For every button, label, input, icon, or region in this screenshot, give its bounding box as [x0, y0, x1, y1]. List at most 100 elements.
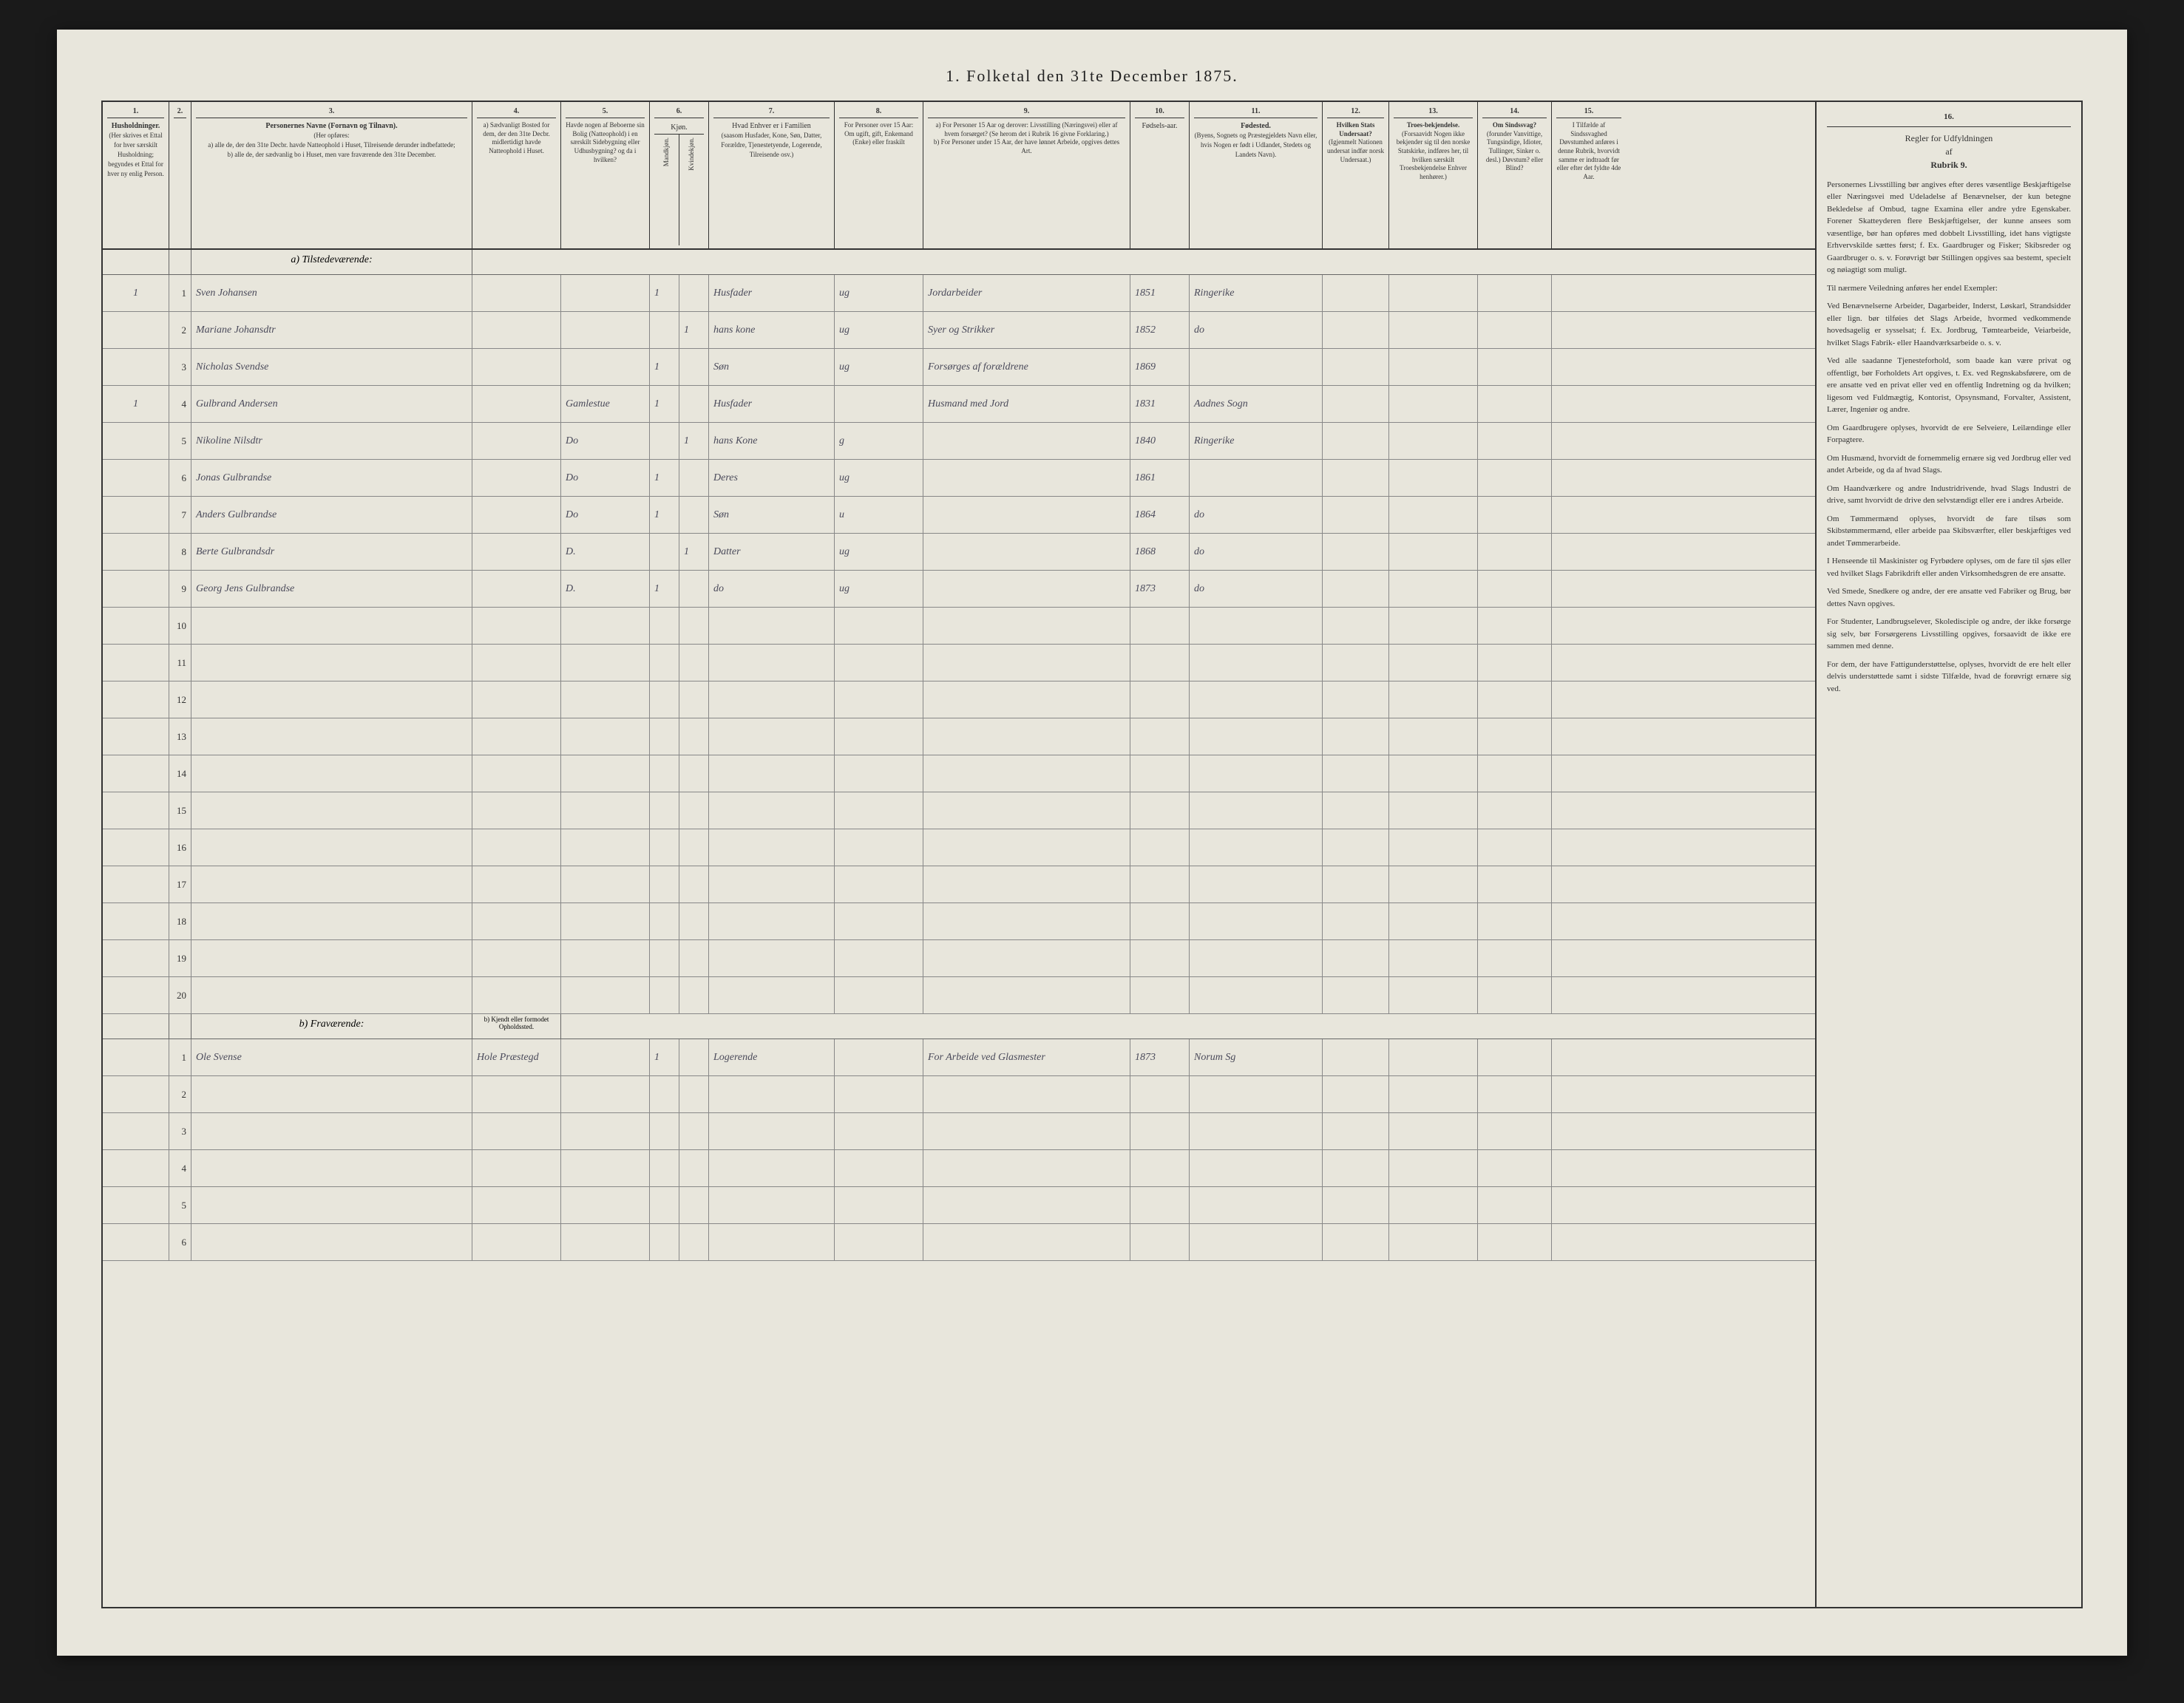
cell-birthyear	[1130, 866, 1190, 903]
cell-birthplace	[1190, 829, 1323, 866]
cell-name	[191, 1224, 472, 1260]
rules-paragraph: Ved Smede, Snedkere og andre, der ere an…	[1827, 585, 2071, 610]
cell-sex-f	[679, 1039, 709, 1075]
cell-disability	[1478, 534, 1552, 570]
cell-disability	[1478, 497, 1552, 533]
cell-disability-age	[1552, 312, 1626, 348]
cell-nationality	[1323, 977, 1389, 1013]
cell-residence	[472, 571, 561, 607]
cell-sex-m: 1	[650, 349, 679, 385]
cell-disability	[1478, 866, 1552, 903]
cell-name: Nicholas Svendse	[191, 349, 472, 385]
cell-occupation	[923, 460, 1130, 496]
cell-occupation	[923, 940, 1130, 976]
cell-sex-f	[679, 866, 709, 903]
cell-residence	[472, 275, 561, 311]
cell-rownum: 1	[169, 1039, 191, 1075]
cell-household	[103, 571, 169, 607]
col-11-header: 11. Fødested. (Byens, Sognets og Præsteg…	[1190, 102, 1323, 248]
cell-rownum: 3	[169, 1113, 191, 1149]
cell-family-role	[709, 829, 835, 866]
cell-family-role: Husfader	[709, 275, 835, 311]
cell-nationality	[1323, 534, 1389, 570]
cell-birthplace	[1190, 866, 1323, 903]
cell-sex-m	[650, 1224, 679, 1260]
cell-birthyear	[1130, 645, 1190, 681]
census-page: 1. Folketal den 31te December 1875. 1. H…	[57, 30, 2127, 1656]
cell-sex-f	[679, 903, 709, 939]
cell-rownum: 12	[169, 681, 191, 718]
cell-sex-f	[679, 792, 709, 829]
table-row: 10	[103, 608, 1815, 645]
cell-sex-m	[650, 1113, 679, 1149]
cell-name	[191, 792, 472, 829]
table-row: 8Berte GulbrandsdrD.1Datterug1868do	[103, 534, 1815, 571]
cell-household: 1	[103, 275, 169, 311]
cell-disability	[1478, 645, 1552, 681]
cell-birthyear	[1130, 829, 1190, 866]
cell-name	[191, 940, 472, 976]
table-row: 18	[103, 903, 1815, 940]
cell-household	[103, 1113, 169, 1149]
cell-building	[561, 645, 650, 681]
cell-birthyear	[1130, 1150, 1190, 1186]
cell-sex-m: 1	[650, 571, 679, 607]
cell-religion	[1389, 571, 1478, 607]
cell-birthplace: do	[1190, 571, 1323, 607]
cell-religion	[1389, 866, 1478, 903]
cell-sex-m: 1	[650, 1039, 679, 1075]
cell-sex-m: 1	[650, 275, 679, 311]
cell-disability	[1478, 977, 1552, 1013]
cell-occupation	[923, 718, 1130, 755]
cell-sex-f	[679, 829, 709, 866]
table-row: 9Georg Jens GulbrandseD.1doug1873do	[103, 571, 1815, 608]
cell-religion	[1389, 349, 1478, 385]
table-row: 7Anders GulbrandseDo1Sønu1864do	[103, 497, 1815, 534]
cell-name	[191, 1150, 472, 1186]
cell-occupation	[923, 977, 1130, 1013]
cell-residence	[472, 349, 561, 385]
col-15-header: 15. I Tilfælde af Sindssvaghed Døvstumhe…	[1552, 102, 1626, 248]
cell-household	[103, 312, 169, 348]
cell-rownum: 19	[169, 940, 191, 976]
cell-occupation: For Arbeide ved Glasmester	[923, 1039, 1130, 1075]
cell-birthyear: 1868	[1130, 534, 1190, 570]
cell-residence	[472, 460, 561, 496]
cell-occupation	[923, 534, 1130, 570]
cell-household	[103, 977, 169, 1013]
cell-rownum: 6	[169, 460, 191, 496]
cell-marital	[835, 1076, 923, 1112]
col-14-header: 14. Om Sindssvag? (forunder Vanvittige, …	[1478, 102, 1552, 248]
cell-occupation	[923, 755, 1130, 792]
cell-family-role: Husfader	[709, 386, 835, 422]
cell-household: 1	[103, 386, 169, 422]
cell-sex-m	[650, 608, 679, 644]
cell-name	[191, 1113, 472, 1149]
cell-rownum: 4	[169, 1150, 191, 1186]
cell-nationality	[1323, 1224, 1389, 1260]
cell-nationality	[1323, 349, 1389, 385]
cell-name	[191, 608, 472, 644]
cell-building: D.	[561, 571, 650, 607]
cell-household	[103, 681, 169, 718]
cell-family-role: Datter	[709, 534, 835, 570]
cell-disability	[1478, 608, 1552, 644]
cell-residence	[472, 386, 561, 422]
cell-household	[103, 1150, 169, 1186]
cell-birthplace	[1190, 1113, 1323, 1149]
cell-disability-age	[1552, 534, 1626, 570]
cell-building	[561, 608, 650, 644]
table-row: 1Ole SvenseHole Præstegd1LogerendeFor Ar…	[103, 1039, 1815, 1076]
col-16-rules: 16. Regler for Udfyldningen af Rubrik 9.…	[1817, 101, 2083, 1608]
cell-birthplace: do	[1190, 312, 1323, 348]
cell-sex-f	[679, 608, 709, 644]
cell-marital	[835, 866, 923, 903]
cell-household	[103, 829, 169, 866]
table-row: 14Gulbrand AndersenGamlestue1HusfaderHus…	[103, 386, 1815, 423]
cell-occupation	[923, 681, 1130, 718]
cell-religion	[1389, 1113, 1478, 1149]
cell-sex-m	[650, 829, 679, 866]
cell-family-role	[709, 608, 835, 644]
cell-sex-m	[650, 1187, 679, 1223]
cell-residence	[472, 423, 561, 459]
